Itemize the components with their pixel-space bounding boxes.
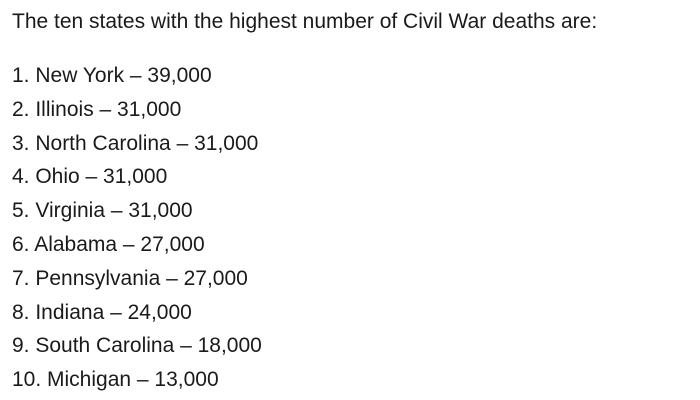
intro-text: The ten states with the highest number o… — [12, 10, 598, 33]
list-item: 9. South Carolina – 18,000 — [12, 334, 262, 358]
list-item: 4. Ohio – 31,000 — [12, 165, 168, 189]
list-item: 5. Virginia – 31,000 — [12, 199, 193, 223]
list-item: 10. Michigan – 13,000 — [12, 368, 219, 392]
list-item: 8. Indiana – 24,000 — [12, 300, 192, 324]
list-item: 3. North Carolina – 31,000 — [12, 131, 259, 155]
list-item: 1. New York – 39,000 — [12, 64, 212, 87]
list-item: 6. Alabama – 27,000 — [12, 232, 205, 256]
list-item: 2. Illinois – 31,000 — [12, 97, 182, 121]
states-list: 1. New York – 39,000 2. Illinois – 31,00… — [12, 62, 262, 400]
list-item: 7. Pennsylvania – 27,000 — [12, 266, 248, 290]
